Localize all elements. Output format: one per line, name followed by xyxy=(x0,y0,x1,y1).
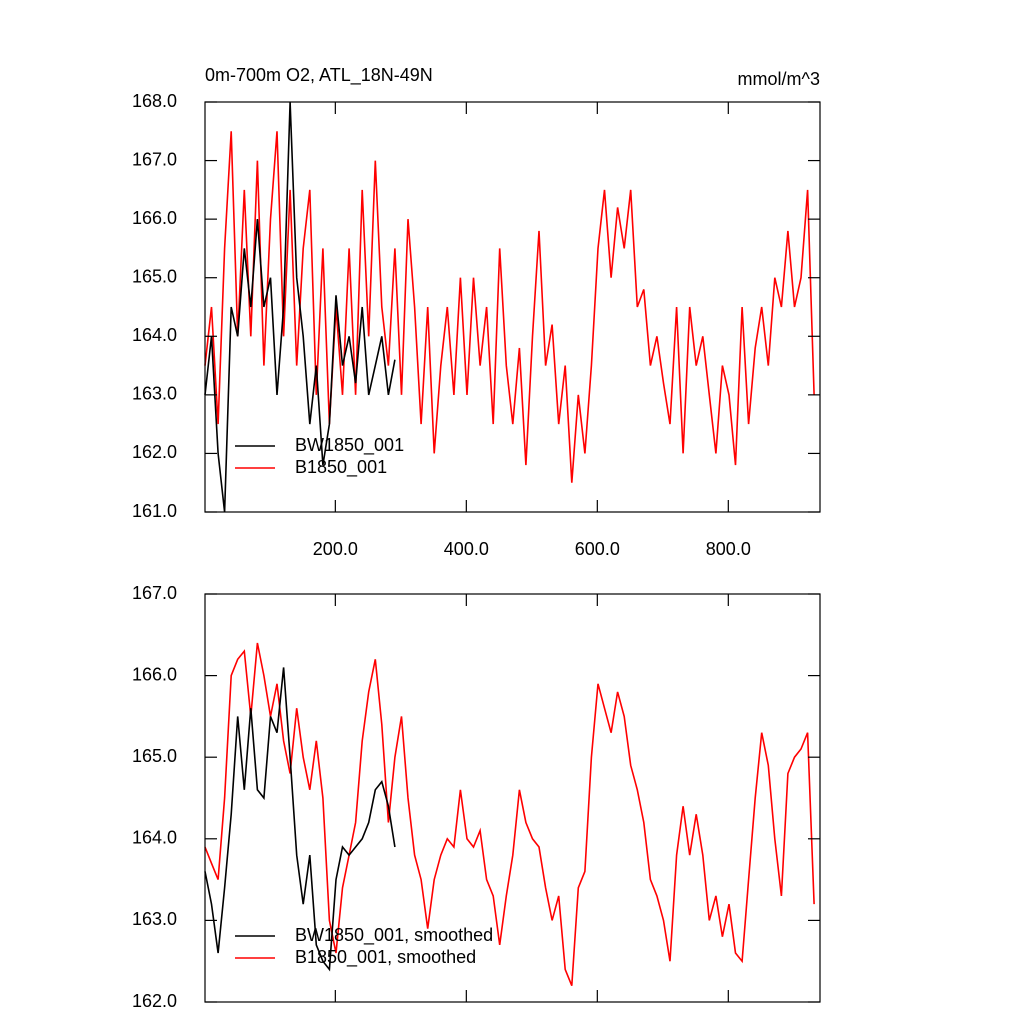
y-tick-label: 161.0 xyxy=(132,501,177,521)
series-line xyxy=(204,101,396,513)
x-tick-label: 600.0 xyxy=(575,539,620,559)
plot-frame xyxy=(204,593,821,1003)
y-tick-label: 165.0 xyxy=(132,746,177,766)
y-tick-label: 167.0 xyxy=(132,583,177,603)
y-tick-label: 166.0 xyxy=(132,208,177,228)
x-tick-label: 200.0 xyxy=(313,539,358,559)
y-tick-label: 164.0 xyxy=(132,828,177,848)
y-tick-label: 165.0 xyxy=(132,266,177,286)
legend-label: B1850_001 xyxy=(295,457,387,478)
legend-label: B1850_001, smoothed xyxy=(295,947,476,968)
y-tick-label: 163.0 xyxy=(132,384,177,404)
y-tick-label: 163.0 xyxy=(132,909,177,929)
units-label: mmol/m^3 xyxy=(738,69,820,89)
y-tick-label: 162.0 xyxy=(132,442,177,462)
series-line xyxy=(204,131,815,483)
x-tick-label: 800.0 xyxy=(706,539,751,559)
y-tick-label: 162.0 xyxy=(132,991,177,1011)
y-tick-label: 168.0 xyxy=(132,91,177,111)
legend-label: BW1850_001 xyxy=(295,435,404,456)
series-line xyxy=(204,667,396,972)
y-tick-label: 166.0 xyxy=(132,664,177,684)
legend-label: BW1850_001, smoothed xyxy=(295,925,493,946)
x-tick-label: 400.0 xyxy=(444,539,489,559)
chart-title: 0m-700m O2, ATL_18N-49N xyxy=(205,65,433,86)
series-line xyxy=(204,642,815,987)
y-tick-label: 167.0 xyxy=(132,149,177,169)
plot-frame xyxy=(204,101,821,513)
y-tick-label: 164.0 xyxy=(132,325,177,345)
